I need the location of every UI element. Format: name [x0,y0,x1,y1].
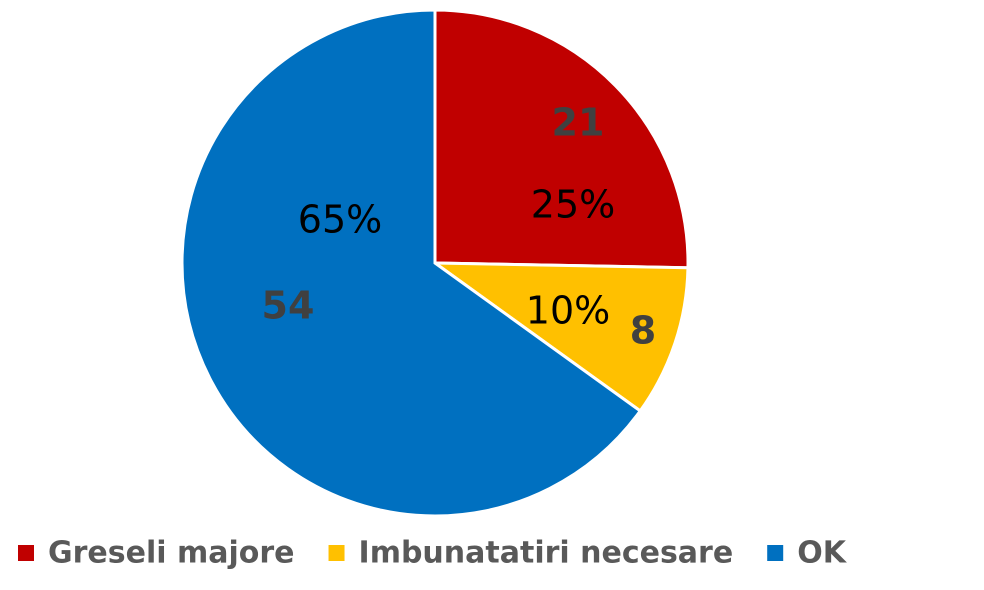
legend-swatch [18,545,34,561]
legend-label: Greseli majore [48,536,295,571]
pie-slice [180,8,643,518]
pie-slice [430,261,690,414]
pie-slice [433,8,690,270]
percent-label: 10% [526,289,610,333]
legend-swatch [328,545,345,561]
legend-swatch [767,545,784,561]
percent-label: 65% [298,198,382,242]
legend-label: Imbunatatiri necesare [359,536,734,571]
count-label: 8 [630,309,656,353]
percent-label: 25% [531,183,615,227]
count-label: 54 [262,284,315,328]
count-label: 21 [552,101,605,145]
legend-label: OK [797,536,848,571]
